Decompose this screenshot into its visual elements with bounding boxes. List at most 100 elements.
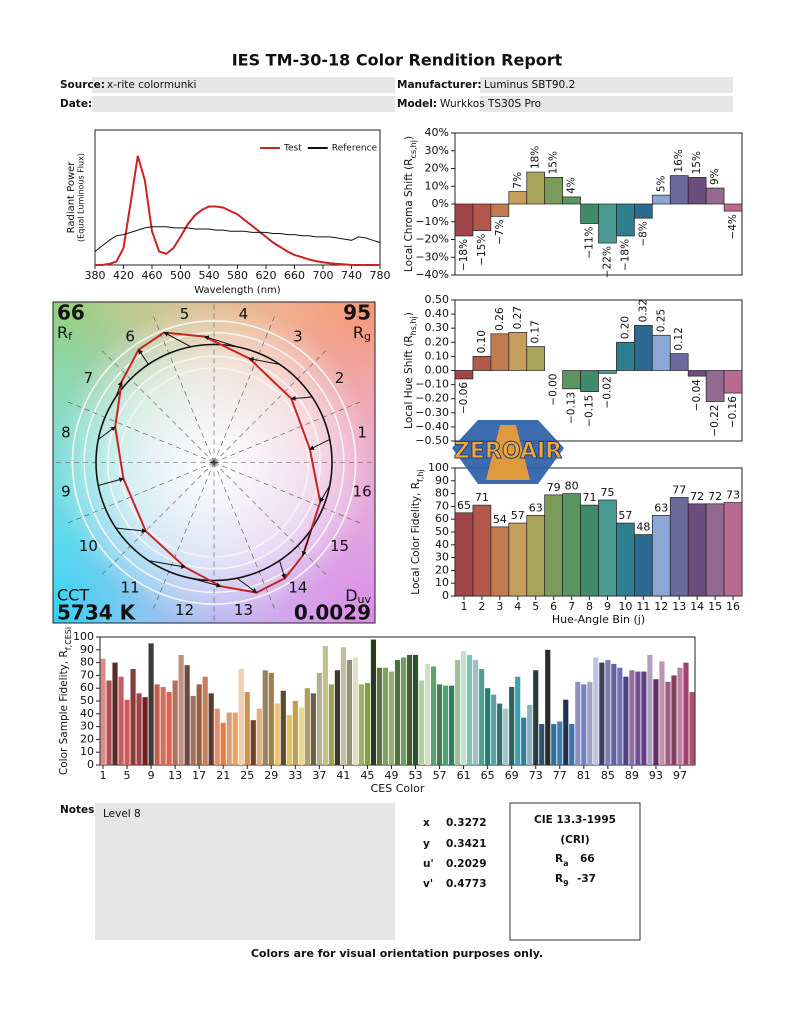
footer: Colors are for visual orientation purpos… xyxy=(251,947,543,960)
bar xyxy=(580,203,599,224)
y-tick-label: 50 xyxy=(435,525,449,538)
charts: 380 420 460 500 540 580 620 660 700 740 780Wavelen… xyxy=(52,126,743,795)
x-tick-label: 4 xyxy=(514,600,521,613)
label-sub: cs,hj xyxy=(409,140,418,158)
cct-value: 5734 K xyxy=(57,601,137,625)
bar xyxy=(461,651,467,765)
y-tick-label: −0.30 xyxy=(415,406,449,419)
value-label: −8% xyxy=(637,221,649,246)
bar xyxy=(346,660,353,765)
x-tick-label: 12 xyxy=(654,600,668,613)
x-tick-label: 740 xyxy=(341,269,362,282)
bin-label: 5 xyxy=(180,305,190,323)
y-tick-label: 80 xyxy=(80,656,94,669)
bar xyxy=(687,503,707,597)
x-tick-label: 1 xyxy=(460,600,467,613)
x-tick-label: 29 xyxy=(264,769,278,782)
value-label: −0.06 xyxy=(458,382,470,414)
bar xyxy=(142,697,148,765)
cri-r9-value: -37 xyxy=(577,873,596,885)
reference-circle xyxy=(95,343,333,582)
value-label: −4% xyxy=(727,214,739,239)
label-main: ) xyxy=(403,312,415,316)
value-label: −0.13 xyxy=(566,392,578,424)
field-label: Model: xyxy=(397,98,437,110)
bar xyxy=(412,654,419,765)
chromaticity-value: 0.4773 xyxy=(446,878,487,890)
value-label: 18% xyxy=(530,146,542,169)
bar xyxy=(687,370,707,377)
bar xyxy=(190,695,196,765)
label-sub: a xyxy=(563,859,568,868)
x-tick-label: 5 xyxy=(532,600,539,613)
x-tick-label: 97 xyxy=(673,769,687,782)
bin-label: 3 xyxy=(293,327,303,345)
bar xyxy=(669,353,689,371)
y-tick-label: 0.10 xyxy=(425,349,450,362)
y-tick-label: 40 xyxy=(80,707,94,720)
bar xyxy=(665,681,671,765)
bar xyxy=(358,684,365,765)
bar xyxy=(160,686,166,765)
bar xyxy=(226,712,232,765)
rg-value: 95 xyxy=(343,301,371,325)
bar xyxy=(364,683,371,765)
chromaticity-value: 0.3421 xyxy=(446,838,487,850)
bin-label: 8 xyxy=(61,424,71,442)
bar xyxy=(557,721,563,765)
bar xyxy=(334,670,340,765)
bar xyxy=(723,203,743,212)
x-tick-label: 89 xyxy=(625,769,639,782)
label-main: R xyxy=(555,873,563,885)
label-sub: f xyxy=(68,330,73,343)
bar xyxy=(112,662,118,765)
bar xyxy=(418,680,425,765)
x-tick-label: 41 xyxy=(336,769,350,782)
y-tick-label: −0.50 xyxy=(415,434,449,447)
bar xyxy=(635,671,641,765)
bar xyxy=(473,660,479,765)
bar xyxy=(352,657,359,765)
value-label: 0.27 xyxy=(512,306,524,329)
field-value: Wurkkos TS30S Pro xyxy=(440,98,541,110)
bar xyxy=(562,493,581,597)
y-tick-label: −0.20 xyxy=(415,392,449,405)
watermark: ZEROAIR xyxy=(452,420,564,484)
bar xyxy=(256,708,262,765)
bar xyxy=(569,724,575,765)
bar xyxy=(340,647,346,765)
y-axis-label: Local Color Fidelity, Rf,hj xyxy=(410,469,425,594)
bin-label: 13 xyxy=(234,601,253,619)
bar xyxy=(244,692,250,765)
bar xyxy=(436,684,443,765)
x-tick-label: 21 xyxy=(216,769,230,782)
value-label: 4% xyxy=(566,177,578,194)
label-main: Local Hue Shift (R xyxy=(403,335,415,429)
bar xyxy=(533,670,539,765)
label-main: D xyxy=(345,586,357,605)
y-axis-label: Radiant Power xyxy=(66,161,77,234)
value-label: 16% xyxy=(673,149,685,172)
y-tick-label: −30% xyxy=(415,250,449,263)
field-label: Manufacturer: xyxy=(397,79,482,91)
x-axis-label: CES Color xyxy=(371,782,425,795)
y-tick-label: 20% xyxy=(425,162,449,175)
bar xyxy=(454,203,474,237)
value-label: 15% xyxy=(691,151,703,174)
bar xyxy=(659,661,665,765)
bar xyxy=(581,684,587,765)
bar xyxy=(268,672,274,765)
bin-label: 14 xyxy=(288,579,307,597)
y-tick-label: 100 xyxy=(428,461,449,474)
value-label: 0.17 xyxy=(530,320,542,343)
x-tick-label: 53 xyxy=(409,769,423,782)
cri-subtitle: (CRI) xyxy=(560,834,589,846)
field-value: x-rite colormunki xyxy=(107,79,196,91)
label-main: Local Color Fidelity, R xyxy=(410,482,422,595)
y-tick-label: 10 xyxy=(80,745,94,758)
value-label: 9% xyxy=(709,168,721,185)
shift-arrow xyxy=(203,335,238,348)
bar xyxy=(467,654,473,765)
value-label: −15% xyxy=(476,234,488,266)
bar xyxy=(616,203,635,237)
